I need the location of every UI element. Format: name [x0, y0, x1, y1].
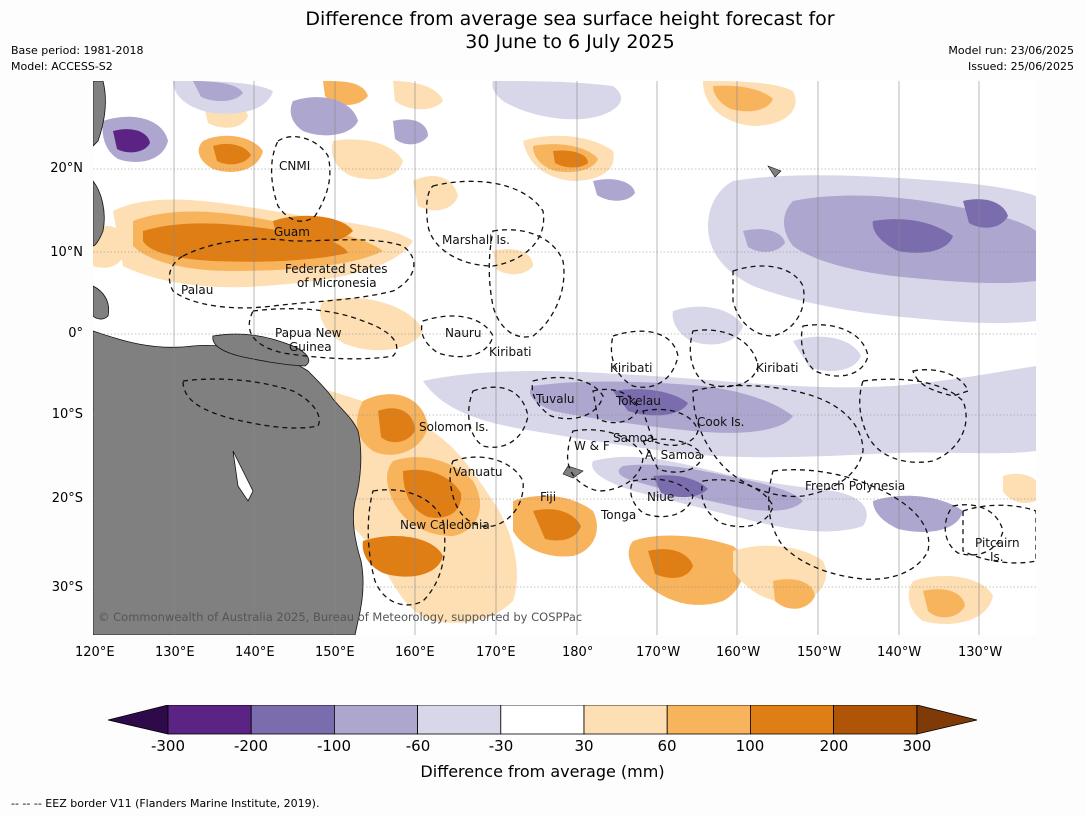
- label-tuvalu: Tuvalu: [535, 392, 575, 406]
- label-samoa: Samoa: [613, 431, 654, 445]
- title-line-1: Difference from average sea surface heig…: [305, 8, 835, 30]
- label-american-samoa: A. Samoa: [645, 448, 702, 462]
- colorbar-segment: [417, 705, 502, 735]
- label-tokelau: Tokelau: [615, 394, 661, 408]
- label-guam: Guam: [274, 225, 310, 239]
- model-run: Model run: 23/06/2025: [948, 44, 1074, 57]
- colorbar-tick-5: -30: [488, 737, 514, 755]
- lon-tick-120e: 120°E: [75, 645, 115, 660]
- label-kiribati-west: Kiribati: [489, 345, 531, 359]
- meta-left: Base period: 1981-2018 Model: ACCESS-S2: [11, 43, 143, 75]
- colorbar-segment: [333, 705, 418, 735]
- issued-date: Issued: 25/06/2025: [967, 60, 1074, 73]
- lat-tick-30s: 30°S: [51, 580, 83, 595]
- label-fiji: Fiji: [540, 490, 556, 504]
- lon-tick-130w: 130°W: [958, 645, 1003, 660]
- colorbar-tick-1: -300: [150, 737, 186, 755]
- colorbar-tick-9: 200: [819, 737, 849, 755]
- label-pitcairn-1: Pitcairn: [975, 536, 1020, 550]
- lat-tick-20n: 20°N: [50, 161, 83, 176]
- lon-tick-130e: 130°E: [155, 645, 195, 660]
- lon-tick-170e: 170°E: [476, 645, 516, 660]
- label-cook: Cook Is.: [697, 415, 744, 429]
- lon-tick-150w: 150°W: [797, 645, 842, 660]
- lat-tick-10s: 10°S: [51, 407, 83, 422]
- meridians: [173, 81, 980, 635]
- eez-footnote: -- -- -- EEZ border V11 (Flanders Marine…: [11, 797, 320, 810]
- label-marshall: Marshall Is.: [442, 233, 510, 247]
- colorbar-label: Difference from average (mm): [420, 762, 665, 781]
- label-palau: Palau: [181, 283, 213, 297]
- land-masses: [93, 81, 782, 635]
- label-fsm-1: Federated States: [285, 262, 387, 276]
- title-line-2: 30 June to 6 July 2025: [465, 31, 675, 53]
- colorbar-tick-7: 60: [657, 737, 677, 755]
- region-labels: CNMI Guam Marshall Is. Federated States …: [181, 159, 1020, 564]
- colorbar-tick-10: 300: [902, 737, 932, 755]
- label-cnmi: CNMI: [279, 159, 310, 173]
- label-pitcairn-2: Is.: [990, 550, 1004, 564]
- colorbar-under-triangle: [108, 705, 169, 735]
- map-panel: CNMI Guam Marshall Is. Federated States …: [93, 81, 1036, 635]
- label-nauru: Nauru: [445, 326, 481, 340]
- lat-tick-10n: 10°N: [50, 245, 83, 260]
- label-kiribati-central: Kiribati: [610, 361, 652, 375]
- lon-tick-140w: 140°W: [877, 645, 922, 660]
- colorbar-segment: [250, 705, 335, 735]
- map-svg: CNMI Guam Marshall Is. Federated States …: [93, 81, 1036, 635]
- colorbar-segment: [167, 705, 252, 735]
- colorbar-segment: [500, 705, 585, 735]
- lon-tick-170w: 170°W: [636, 645, 681, 660]
- meta-right: Model run: 23/06/2025 Issued: 25/06/2025: [948, 43, 1074, 75]
- colorbar-segment: [833, 705, 918, 735]
- colorbar-segment: [583, 705, 668, 735]
- label-vanuatu: Vanuatu: [453, 465, 503, 479]
- colorbar-tick-4: -60: [405, 737, 431, 755]
- label-png-1: Papua New: [275, 326, 342, 340]
- lat-tick-20s: 20°S: [51, 491, 83, 506]
- lat-tick-0: 0°: [68, 326, 83, 341]
- label-tonga: Tonga: [600, 508, 636, 522]
- lon-tick-160w: 160°W: [716, 645, 761, 660]
- lon-tick-140e: 140°E: [235, 645, 275, 660]
- colorbar-over-triangle: [916, 705, 978, 735]
- label-niue: Niue: [647, 490, 674, 504]
- label-fsm-2: of Micronesia: [297, 276, 377, 290]
- colorbar-segment: [666, 705, 751, 735]
- label-solomon: Solomon Is.: [419, 420, 489, 434]
- eez-borders: [168, 136, 1036, 606]
- lon-tick-160e: 160°E: [395, 645, 435, 660]
- base-period: Base period: 1981-2018: [11, 44, 144, 57]
- colorbar-segment: [750, 705, 835, 735]
- colorbar-tick-6: 30: [574, 737, 594, 755]
- label-kiribati-east: Kiribati: [756, 361, 798, 375]
- label-wallis-futuna: W & F: [574, 439, 610, 453]
- colorbar-tick-8: 100: [735, 737, 765, 755]
- colorbar-tick-2: -200: [233, 737, 269, 755]
- label-french-polynesia: French Polynesia: [805, 479, 905, 493]
- model-name: Model: ACCESS-S2: [11, 60, 113, 73]
- colorbar-tick-3: -100: [316, 737, 352, 755]
- chart-title: Difference from average sea surface heig…: [0, 8, 1085, 54]
- copyright-notice: © Commonwealth of Australia 2025, Bureau…: [98, 610, 582, 624]
- lon-tick-180: 180°: [562, 645, 594, 660]
- colorbar-segments: [167, 705, 918, 735]
- label-new-caledonia: New Caledonia: [400, 518, 490, 532]
- lon-tick-150e: 150°E: [315, 645, 355, 660]
- label-png-2: Guinea: [289, 340, 332, 354]
- colorbar: [108, 705, 978, 735]
